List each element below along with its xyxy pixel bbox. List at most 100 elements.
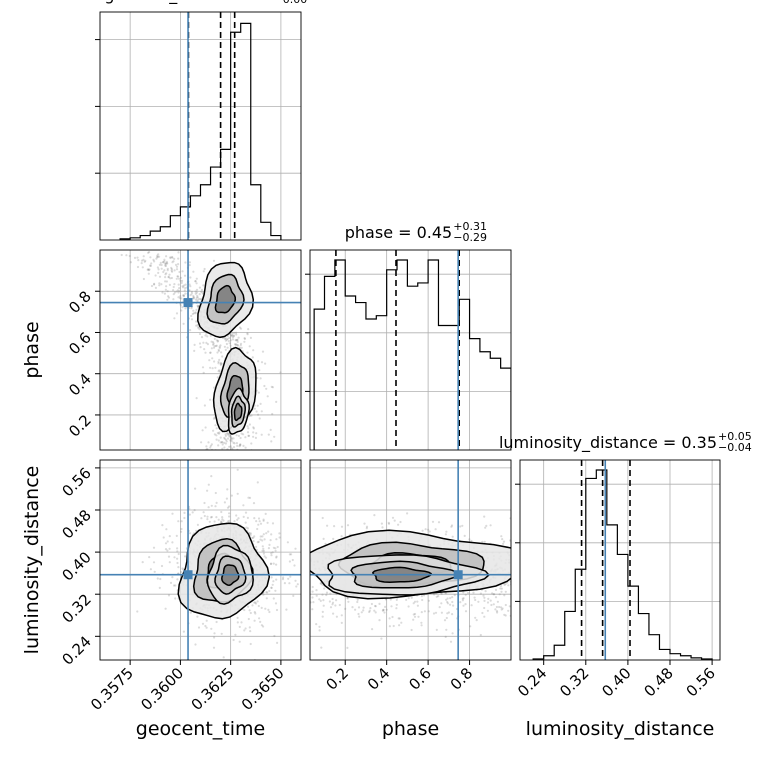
sample-point — [261, 535, 264, 538]
sample-point — [223, 437, 226, 440]
sample-point — [329, 606, 333, 609]
sample-point — [196, 294, 199, 297]
sample-point — [242, 515, 245, 519]
sample-point — [407, 597, 410, 600]
sample-point — [170, 266, 173, 269]
sample-point — [192, 296, 195, 299]
sample-point — [129, 261, 132, 264]
sample-point — [164, 276, 167, 279]
sample-point — [296, 583, 299, 586]
sample-point — [250, 442, 253, 445]
sample-point — [340, 535, 343, 538]
sample-point — [262, 518, 265, 521]
sample-point — [392, 624, 395, 628]
sample-point — [247, 605, 250, 608]
sample-point — [328, 600, 331, 603]
sample-point — [243, 337, 246, 340]
sample-point — [206, 335, 209, 338]
sample-point — [470, 604, 473, 607]
sample-point — [228, 445, 231, 448]
x-tick-label: 0.3600 — [137, 664, 187, 714]
sample-point — [228, 512, 231, 515]
sample-point — [200, 441, 203, 444]
sample-point — [504, 614, 507, 617]
sample-point — [193, 349, 196, 352]
sample-point — [233, 520, 236, 523]
sample-point — [165, 255, 168, 258]
sample-point — [395, 607, 398, 610]
sample-point — [444, 635, 447, 639]
truth-marker — [183, 570, 193, 580]
sample-point — [154, 286, 157, 289]
sample-point — [262, 547, 265, 550]
sample-point — [322, 599, 325, 602]
sample-point — [264, 556, 268, 559]
sample-point — [177, 296, 180, 299]
sample-point — [240, 621, 243, 624]
sample-point — [174, 263, 178, 266]
sample-point — [235, 434, 238, 437]
sample-point — [199, 298, 202, 301]
sample-point — [249, 630, 252, 633]
sample-point — [242, 433, 245, 436]
sample-point — [354, 608, 357, 611]
sample-point — [235, 333, 238, 336]
sample-point — [321, 593, 324, 596]
sample-point — [218, 346, 221, 349]
sample-point — [214, 491, 217, 495]
sample-point — [340, 525, 344, 528]
sample-point — [477, 600, 480, 603]
sample-point — [171, 255, 174, 259]
sample-point — [149, 264, 152, 267]
sample-point — [167, 276, 170, 279]
sample-point — [479, 633, 482, 637]
sample-point — [140, 259, 144, 262]
sample-point — [164, 548, 168, 551]
sample-point — [164, 262, 167, 266]
sample-point — [262, 625, 265, 628]
sample-point — [166, 267, 169, 270]
sample-point — [180, 297, 183, 300]
sample-point — [193, 509, 196, 512]
sample-point — [217, 439, 220, 442]
sample-point — [200, 336, 204, 339]
sample-point — [265, 532, 268, 535]
x-tick-label: 0.56 — [683, 664, 719, 700]
sample-point — [249, 532, 252, 535]
sample-point — [507, 584, 510, 587]
panel-frame — [519, 459, 721, 661]
sample-point — [252, 540, 255, 543]
sample-point — [239, 443, 242, 446]
sample-point — [271, 522, 275, 525]
sample-point — [236, 468, 239, 471]
sample-point — [248, 414, 251, 417]
sample-point — [166, 269, 169, 272]
sample-point — [234, 339, 237, 342]
sample-point — [236, 338, 239, 341]
sample-point — [264, 512, 267, 516]
sample-point — [153, 282, 156, 285]
sample-point — [228, 515, 231, 518]
sample-point — [222, 656, 225, 659]
sample-point — [165, 280, 168, 283]
sample-point — [236, 616, 239, 620]
sample-point — [502, 542, 505, 545]
sample-point — [244, 511, 248, 514]
sample-point — [253, 611, 256, 614]
sample-point — [250, 414, 253, 417]
sample-point — [160, 564, 164, 568]
sample-point — [175, 534, 178, 538]
sample-point — [196, 304, 199, 307]
sample-point — [228, 336, 231, 340]
sample-point — [201, 366, 205, 369]
sample-point — [275, 578, 278, 581]
sample-point — [499, 587, 502, 590]
sample-point — [444, 533, 447, 536]
sample-point — [380, 522, 383, 525]
sample-point — [461, 597, 464, 600]
sample-point — [261, 545, 264, 548]
sample-point — [204, 351, 207, 354]
sample-point — [483, 515, 486, 518]
sample-point — [492, 593, 495, 596]
truth-marker — [183, 298, 193, 308]
